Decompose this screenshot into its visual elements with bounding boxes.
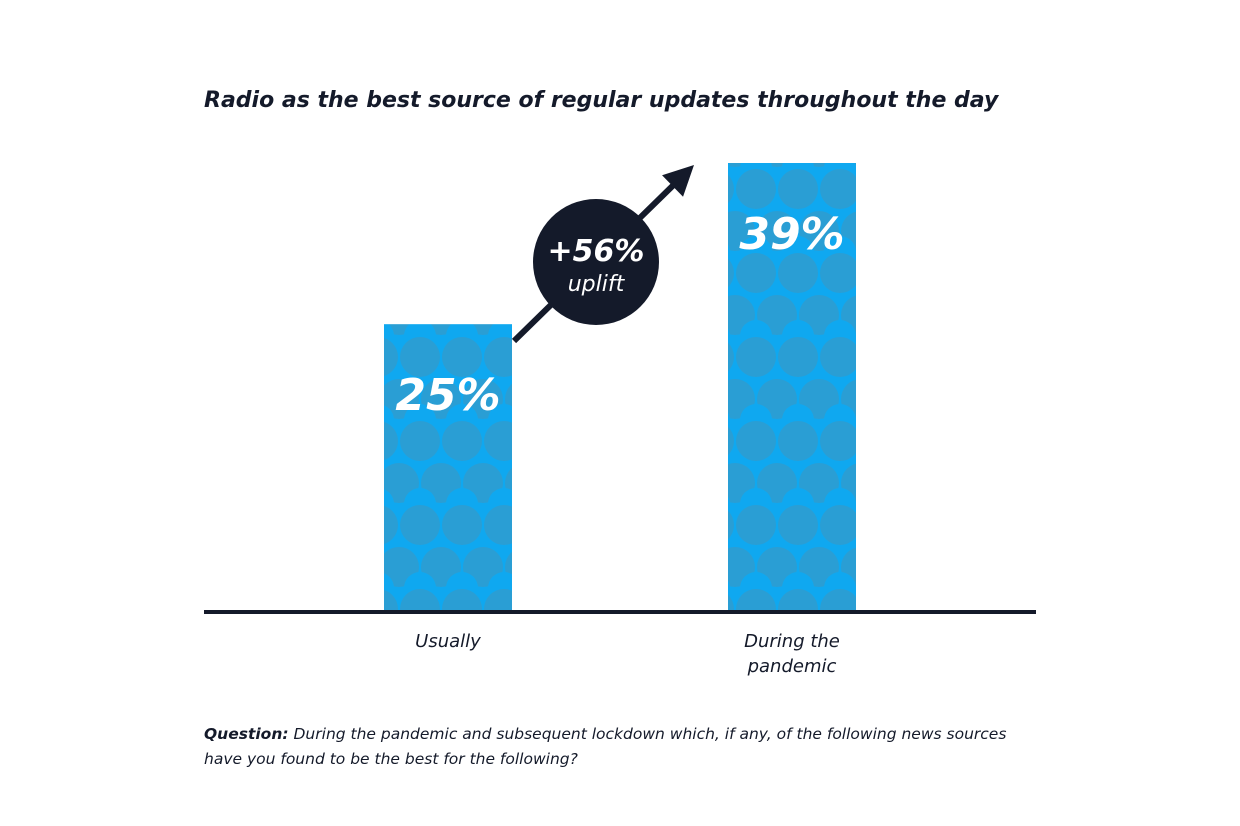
- bar-2: [728, 163, 856, 612]
- uplift-badge-circle: [533, 199, 659, 325]
- category-label-2: During the pandemic: [744, 631, 840, 677]
- bar-1: [384, 324, 512, 612]
- uplift-arrow-head: [662, 165, 694, 197]
- question-text: During the pandemic and subsequent lockd…: [204, 725, 1007, 768]
- question-footnote: Question: During the pandemic and subseq…: [204, 722, 1044, 772]
- bar-value-label-1: 25%: [395, 370, 500, 421]
- chart-title: Radio as the best source of regular upda…: [204, 88, 999, 113]
- question-label: Question:: [204, 725, 289, 743]
- uplift-value: +56%: [548, 234, 645, 269]
- uplift-badge: +56% uplift: [533, 199, 659, 325]
- uplift-text: uplift: [568, 272, 626, 297]
- bar-value-label-2: 39%: [739, 209, 844, 260]
- category-label-1: Usually: [415, 631, 481, 652]
